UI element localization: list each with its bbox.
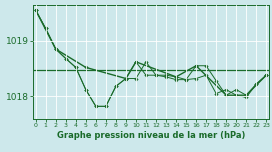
X-axis label: Graphe pression niveau de la mer (hPa): Graphe pression niveau de la mer (hPa) [57,131,245,140]
